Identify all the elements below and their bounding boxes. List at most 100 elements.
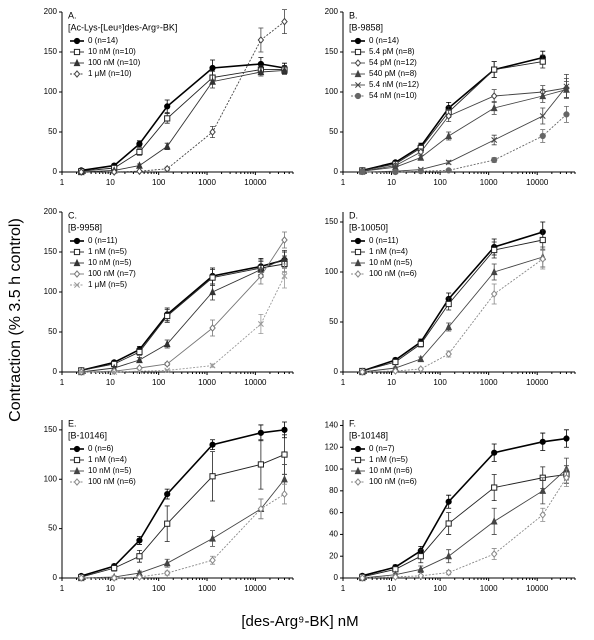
marker — [281, 254, 288, 262]
legend-label: 1 nM (n=4) — [88, 455, 127, 464]
x-tick-label: 1 — [60, 584, 65, 593]
legend-marker — [74, 282, 80, 288]
panel-title: [B-9958] — [68, 222, 102, 232]
legend-marker — [354, 466, 362, 475]
marker — [111, 369, 118, 375]
marker — [539, 113, 546, 119]
panel: 0 50 100 150 200 1 10 100 1000 10000 C. [B-9958] 0 (… — [44, 207, 294, 387]
marker — [359, 574, 366, 582]
legend-label: 10 nM (n=5) — [88, 466, 132, 475]
marker — [209, 441, 216, 448]
legend-marker — [73, 466, 81, 475]
legend-marker — [354, 445, 362, 453]
marker — [445, 568, 452, 577]
legend-label: 10 nM (n=5) — [369, 258, 413, 267]
panel-label: E. — [68, 418, 77, 428]
marker — [392, 168, 399, 176]
legend-marker — [73, 237, 81, 245]
marker — [136, 553, 143, 560]
y-tick-label: 200 — [44, 207, 58, 216]
marker — [563, 83, 570, 90]
legend-marker — [73, 248, 81, 256]
x-tick-label: 1000 — [480, 378, 498, 387]
y-tick-label: 150 — [325, 217, 339, 226]
legend-marker — [73, 478, 81, 486]
marker — [110, 168, 118, 176]
marker — [111, 565, 118, 572]
legend-marker — [354, 48, 362, 56]
marker — [490, 517, 498, 525]
marker — [490, 267, 498, 276]
x-tick-label: 100 — [433, 178, 447, 187]
legend-label: 5.4 pM (n=8) — [369, 47, 415, 56]
x-tick-label: 1 — [341, 178, 346, 187]
x-tick-label: 10000 — [244, 178, 267, 187]
legend-marker — [354, 258, 362, 267]
marker — [209, 64, 216, 72]
x-tick-label: 10 — [387, 378, 396, 387]
series-line — [362, 89, 567, 172]
y-tick-label: 120 — [325, 442, 339, 451]
y-tick-label: 80 — [329, 486, 338, 495]
y-tick-label: 0 — [334, 167, 339, 176]
panel: 0 50 100 150 1 10 100 1000 10000 E. [B-10146] 0 (n=… — [44, 418, 294, 593]
y-tick-label: 100 — [325, 87, 339, 96]
y-tick-label: 0 — [334, 367, 339, 376]
marker — [445, 498, 452, 505]
marker — [563, 473, 570, 482]
marker — [281, 236, 288, 244]
marker — [257, 504, 265, 513]
legend-label: 0 (n=14) — [369, 36, 399, 45]
x-tick-label: 1 — [341, 584, 346, 593]
marker — [164, 115, 171, 122]
series-line — [362, 87, 567, 172]
x-tick-label: 100 — [152, 178, 166, 187]
marker — [209, 556, 216, 565]
x-tick-label: 10 — [387, 584, 396, 593]
series-line — [81, 69, 285, 173]
marker — [417, 340, 424, 348]
y-axis-label: Contraction (% 3.5 h control) — [7, 218, 24, 422]
y-tick-label: 100 — [325, 464, 339, 473]
marker — [539, 255, 547, 263]
x-tick-label: 1 — [60, 378, 65, 387]
marker — [209, 324, 216, 332]
marker — [257, 429, 264, 436]
y-tick-label: 140 — [325, 421, 339, 430]
marker — [392, 367, 399, 375]
y-tick-label: 0 — [53, 573, 58, 582]
marker — [281, 451, 288, 458]
marker — [445, 350, 452, 358]
legend-marker — [354, 92, 362, 100]
marker — [563, 435, 570, 442]
marker — [164, 312, 171, 320]
legend-marker — [354, 270, 362, 278]
marker — [163, 339, 171, 348]
marker — [136, 140, 143, 148]
marker — [163, 142, 171, 150]
marker — [445, 167, 452, 174]
legend-marker — [73, 58, 81, 67]
x-tick-label: 10000 — [526, 584, 549, 593]
panel-title: [B-10148] — [349, 430, 388, 440]
x-tick-label: 10 — [387, 178, 396, 187]
marker — [209, 274, 216, 281]
marker — [491, 137, 498, 143]
legend-marker — [354, 59, 362, 67]
y-tick-label: 40 — [329, 530, 338, 539]
legend-label: 0 (n=7) — [369, 444, 395, 453]
y-tick-label: 50 — [48, 127, 57, 136]
x-tick-label: 10 — [106, 584, 115, 593]
marker — [490, 92, 498, 100]
legend-marker — [73, 445, 81, 453]
marker — [491, 246, 498, 254]
marker — [491, 156, 498, 164]
series-line — [362, 474, 567, 578]
panel-label: D. — [349, 210, 358, 220]
marker — [491, 66, 498, 73]
series-line — [362, 256, 543, 373]
marker — [359, 168, 366, 176]
legend-label: 1 nM (n=4) — [369, 247, 408, 256]
marker — [281, 273, 288, 279]
series-line — [362, 239, 543, 372]
